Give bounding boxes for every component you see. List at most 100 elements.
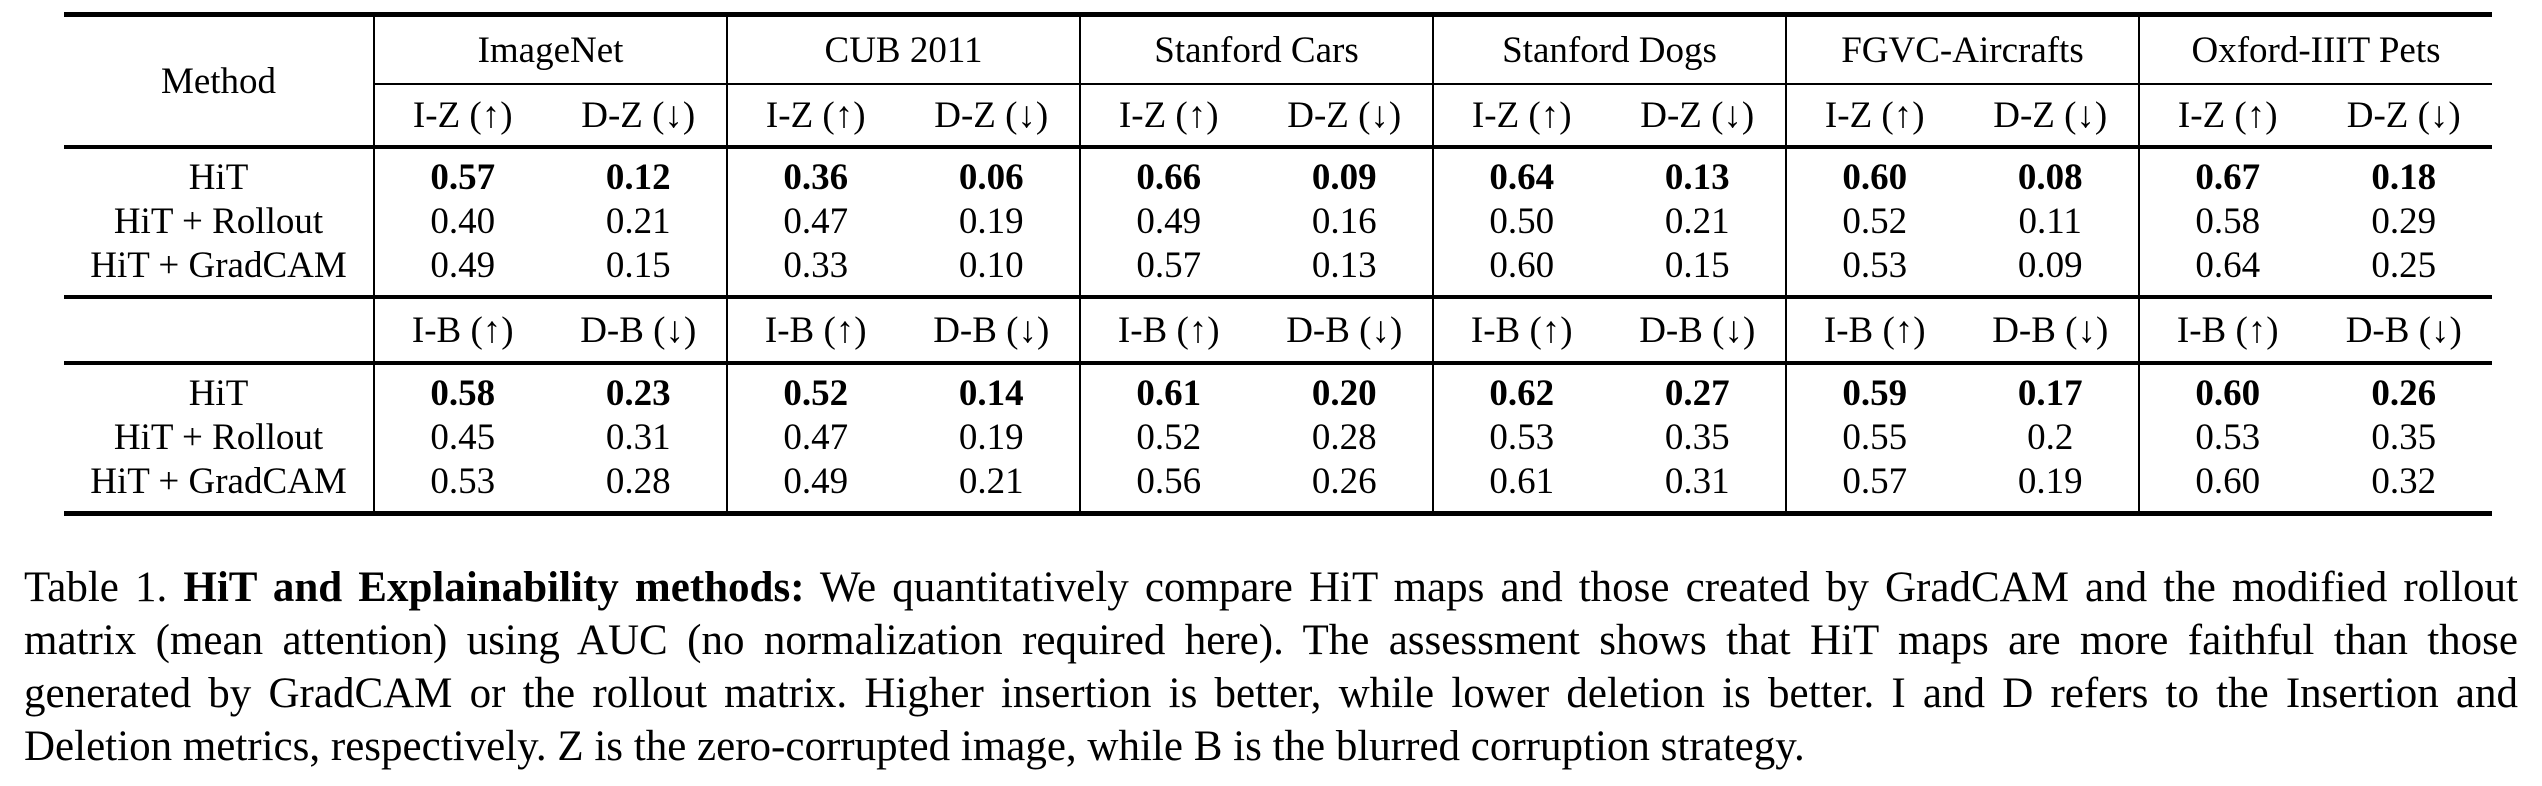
value-cell: 0.35 — [1664, 416, 1730, 458]
value-cell: 0.61 — [1079, 363, 1257, 415]
value-cell: 0.11 — [2018, 200, 2082, 242]
value-cell: 0.20 — [1311, 372, 1377, 414]
metric-header: I-B (↑) — [373, 297, 551, 365]
metric-header-row-blur: I-B (↑) D-B (↓) I-B (↑) D-B (↓) I-B (↑) D-B (… — [64, 297, 2492, 365]
value-cell: 0.33 — [726, 243, 904, 299]
results-table-wrap: Method ImageNet CUB 2011 Stanford Cars Stanf… — [64, 12, 2542, 516]
metric-header: D-B (↓) — [903, 297, 1080, 365]
method-cell: HiT + Rollout — [113, 200, 324, 242]
value-cell: 0.26 — [1256, 459, 1433, 516]
value-cell: 0.66 — [1079, 147, 1257, 199]
value-cell: 0.13 — [1664, 156, 1730, 198]
value-cell: 0.08 — [2017, 156, 2083, 198]
value-cell: 0.28 — [550, 459, 727, 516]
dataset-header: ImageNet — [373, 12, 727, 85]
metric-header: D-Z (↓) — [903, 84, 1080, 149]
value-cell: 0.32 — [2315, 459, 2492, 516]
dataset-header: Oxford-IIIT Pets — [2138, 12, 2492, 85]
table-row: HiT + Rollout 0.40 0.21 0.47 0.19 0.49 0.16 0.5… — [64, 199, 2492, 243]
value-cell: 0.60 — [1785, 147, 1963, 199]
value-cell: 0.60 — [1432, 243, 1610, 299]
value-cell: 0.29 — [2371, 200, 2437, 242]
metric-header: D-B (↓) — [2315, 297, 2492, 365]
metric-header: D-B (↓) — [1609, 297, 1786, 365]
value-cell: 0.19 — [1962, 459, 2139, 516]
metric-header: I-Z (↑) — [1432, 84, 1610, 149]
dataset-header: FGVC-Aircrafts — [1785, 12, 2139, 85]
value-cell: 0.14 — [958, 372, 1024, 414]
value-cell: 0.09 — [1962, 243, 2139, 299]
table-row: HiT + GradCAM 0.53 0.28 0.49 0.21 0.56 0.26 0.6… — [64, 459, 2492, 516]
table-row: HiT 0.58 0.23 0.52 0.14 0.61 0.20 0.62 0.27 0.59 0… — [64, 363, 2492, 415]
value-cell: 0.23 — [605, 372, 671, 414]
metric-header: D-B (↓) — [1256, 297, 1433, 365]
table-head: Method ImageNet CUB 2011 Stanford Cars Stanf… — [64, 12, 2492, 149]
value-cell: 0.62 — [1432, 363, 1610, 415]
zero-corruption-block: HiT 0.57 0.12 0.36 0.06 0.66 0.09 0.64 0.13 0.60 0… — [64, 147, 2492, 299]
metric-header: I-B (↑) — [2138, 297, 2316, 365]
value-cell: 0.57 — [1079, 243, 1257, 299]
metric-header: I-Z (↑) — [2138, 84, 2316, 149]
method-cell: HiT + GradCAM — [64, 243, 374, 299]
table-row: HiT + Rollout 0.45 0.31 0.47 0.19 0.52 0.28 0.5… — [64, 415, 2492, 459]
results-table: Method ImageNet CUB 2011 Stanford Cars Stanf… — [64, 12, 2492, 516]
value-cell: 0.26 — [2371, 372, 2437, 414]
value-cell: 0.10 — [903, 243, 1080, 299]
blur-corruption-block: HiT 0.58 0.23 0.52 0.14 0.61 0.20 0.62 0.27 0.59 0… — [64, 363, 2492, 516]
method-cell: HiT + GradCAM — [64, 459, 374, 516]
value-cell: 0.53 — [1432, 415, 1610, 459]
value-cell: 0.59 — [1785, 363, 1963, 415]
value-cell: 0.31 — [605, 416, 671, 458]
table-row: HiT 0.57 0.12 0.36 0.06 0.66 0.09 0.64 0.13 0.60 0… — [64, 147, 2492, 199]
method-column-header: Method — [64, 12, 374, 149]
value-cell: 0.60 — [2138, 459, 2316, 516]
value-cell: 0.49 — [373, 243, 551, 299]
value-cell: 0.52 — [726, 363, 904, 415]
metric-header-row-zero: I-Z (↑) D-Z (↓) I-Z (↑) D-Z (↓) I-Z (↑) D-Z (… — [64, 84, 2492, 149]
metric-header: D-Z (↓) — [1962, 84, 2139, 149]
value-cell: 0.50 — [1432, 199, 1610, 243]
metric-header: D-Z (↓) — [1609, 84, 1786, 149]
metric-header: D-B (↓) — [550, 297, 727, 365]
metric-header: I-Z (↑) — [1785, 84, 1963, 149]
value-cell: 0.36 — [726, 147, 904, 199]
metric-header: D-Z (↓) — [2315, 84, 2492, 149]
value-cell: 0.25 — [2315, 243, 2492, 299]
method-cell: HiT — [188, 372, 249, 414]
value-cell: 0.49 — [1079, 199, 1257, 243]
value-cell: 0.49 — [726, 459, 904, 516]
value-cell: 0.52 — [1785, 199, 1963, 243]
metric-header: I-Z (↑) — [1079, 84, 1257, 149]
value-cell: 0.27 — [1664, 372, 1730, 414]
dataset-header: CUB 2011 — [726, 12, 1080, 85]
value-cell: 0.15 — [550, 243, 727, 299]
metric-header: D-Z (↓) — [550, 84, 727, 149]
value-cell: 0.56 — [1079, 459, 1257, 516]
method-cell-empty — [64, 297, 374, 365]
table-caption: Table 1. HiT and Explainability methods:… — [24, 561, 2518, 773]
dataset-header: Stanford Dogs — [1432, 12, 1786, 85]
value-cell: 0.40 — [373, 199, 551, 243]
blur-metric-header-block: I-B (↑) D-B (↓) I-B (↑) D-B (↓) I-B (↑) D-B (… — [64, 297, 2492, 365]
value-cell: 0.55 — [1785, 415, 1963, 459]
value-cell: 0.18 — [2371, 156, 2437, 198]
value-cell: 0.53 — [1785, 243, 1963, 299]
value-cell: 0.58 — [2138, 199, 2316, 243]
metric-header: I-B (↑) — [726, 297, 904, 365]
value-cell: 0.67 — [2138, 147, 2316, 199]
caption-text: We quantitatively compare HiT maps and t… — [24, 564, 2518, 770]
caption-title: HiT and Explainability methods: — [183, 564, 805, 611]
table-row: HiT + GradCAM 0.49 0.15 0.33 0.10 0.57 0.13 0.6… — [64, 243, 2492, 299]
metric-header: D-B (↓) — [1962, 297, 2139, 365]
value-cell: 0.60 — [2138, 363, 2316, 415]
dataset-header-row: Method ImageNet CUB 2011 Stanford Cars Stanf… — [64, 12, 2492, 149]
value-cell: 0.21 — [1664, 200, 1730, 242]
value-cell: 0.28 — [1311, 416, 1377, 458]
value-cell: 0.58 — [373, 363, 551, 415]
method-cell: HiT + Rollout — [113, 416, 324, 458]
metric-header: I-Z (↑) — [726, 84, 904, 149]
value-cell: 0.17 — [2017, 372, 2083, 414]
metric-header: I-B (↑) — [1432, 297, 1610, 365]
value-cell: 0.47 — [726, 415, 904, 459]
value-cell: 0.53 — [2138, 415, 2316, 459]
